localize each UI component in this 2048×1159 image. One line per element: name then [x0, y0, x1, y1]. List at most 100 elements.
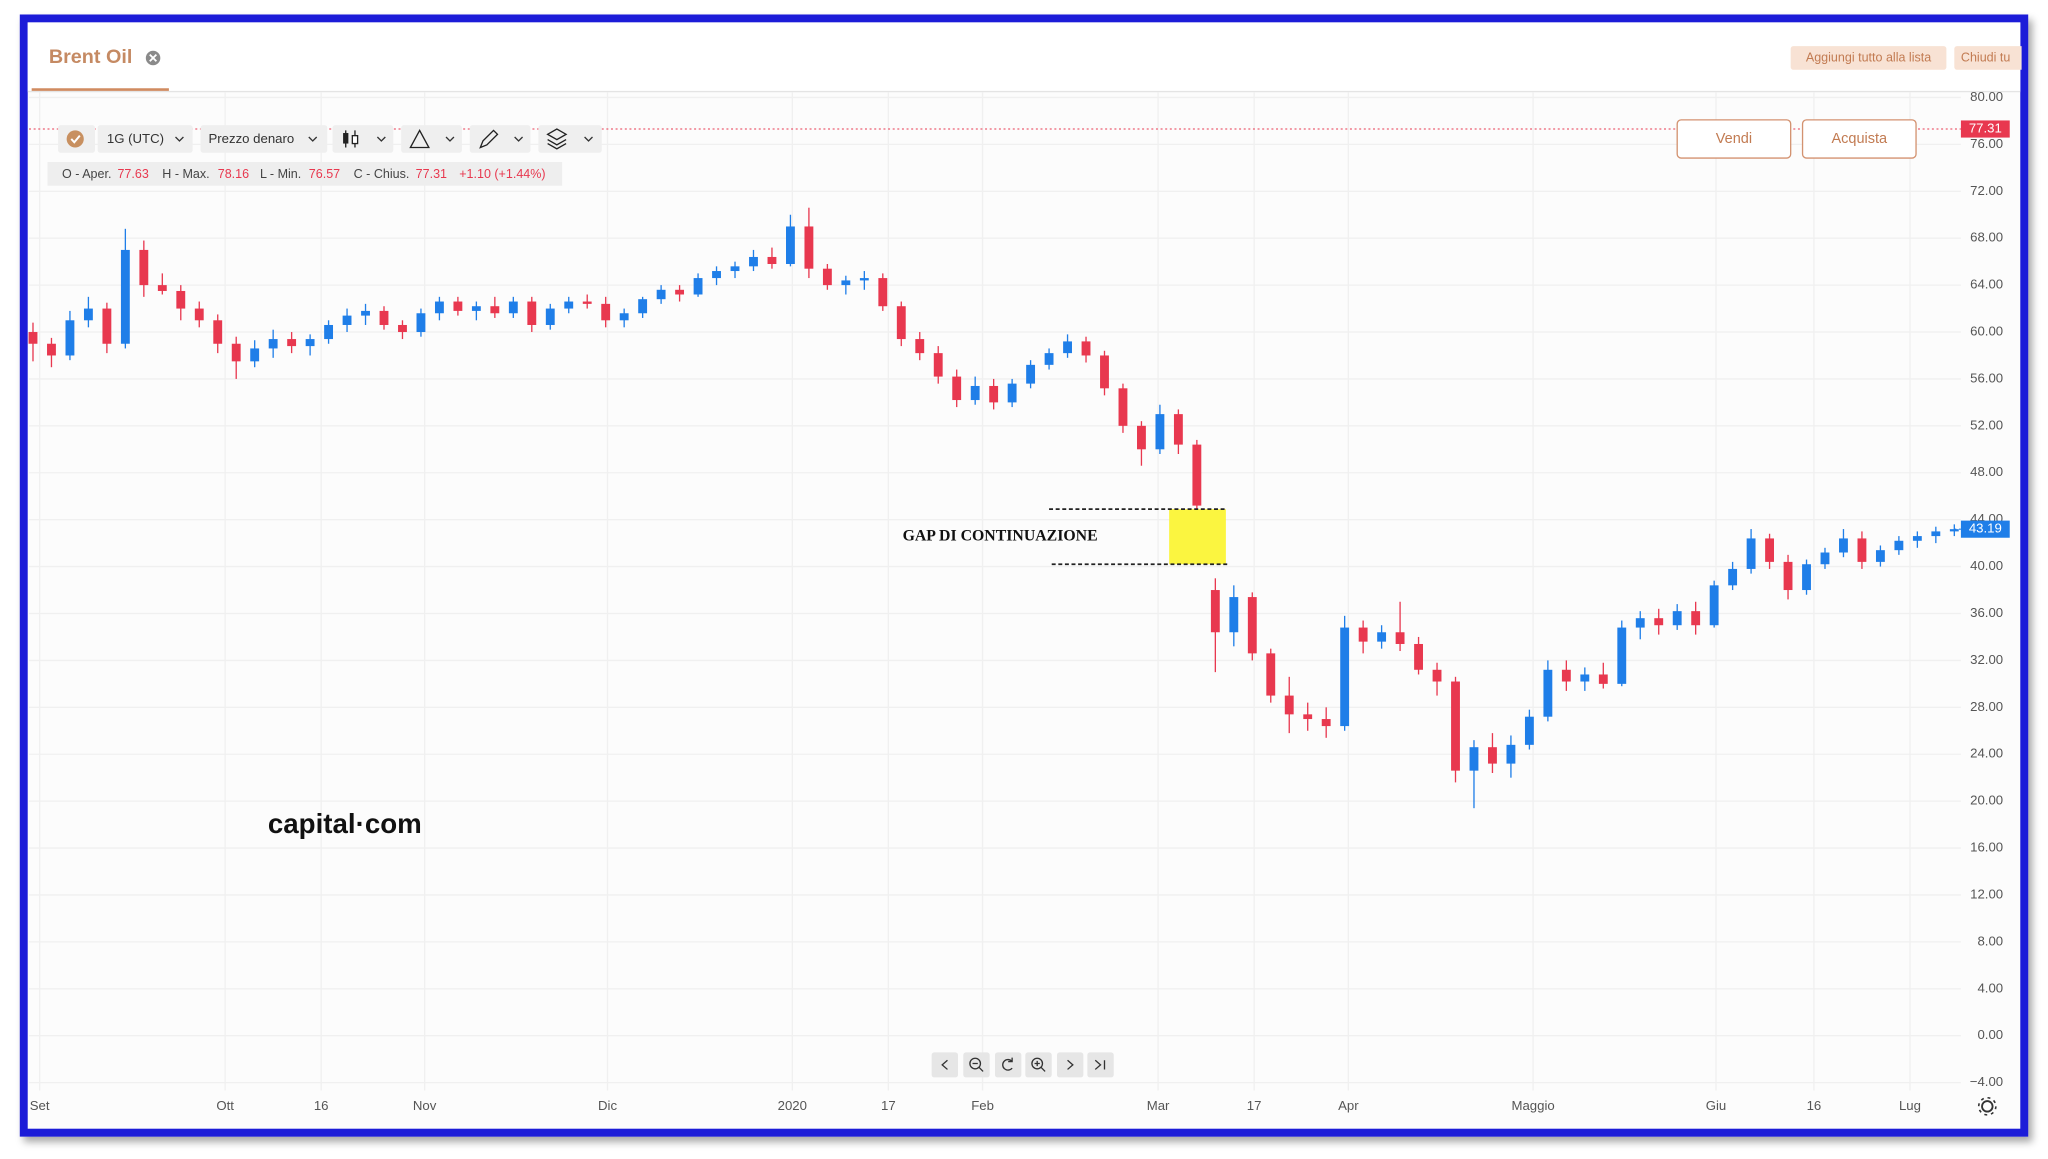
ohlc-legend: O - Aper. 77.63 H - Max. 78.16 L - Min. 76.57… — [62, 167, 546, 181]
y-tick-label: 4.00 — [1977, 980, 2003, 995]
candle-body — [527, 301, 537, 325]
y-tick-label: 48.00 — [1970, 464, 2003, 479]
interval-button[interactable] — [97, 125, 193, 153]
candle-body — [619, 313, 629, 321]
y-tick-label: −4.00 — [1970, 1074, 2003, 1089]
candle-body — [785, 226, 795, 264]
y-tick-label: 52.00 — [1970, 417, 2003, 432]
chevron — [175, 136, 184, 142]
candle-body — [490, 306, 500, 314]
window-frame — [19, 14, 2029, 1137]
candle-body — [305, 339, 315, 347]
price-type-button[interactable] — [200, 125, 328, 153]
layers-icon — [546, 128, 568, 150]
candle-body — [1081, 341, 1091, 356]
reset-button[interactable] — [994, 1052, 1022, 1078]
candle-body — [1931, 531, 1941, 537]
legend-value: 77.31 — [416, 167, 447, 181]
header-bar — [27, 22, 2021, 91]
interval-label[interactable]: 1G (UTC) — [107, 131, 164, 146]
candle-body — [1543, 669, 1553, 717]
candle-body — [1026, 364, 1036, 384]
candle-body — [933, 353, 943, 377]
close-all-button[interactable] — [1954, 46, 2033, 70]
candle-body — [952, 376, 962, 401]
candle-body — [1598, 674, 1608, 684]
candle-icon — [351, 134, 359, 145]
close-all-label[interactable]: Chiudi tu — [1961, 50, 2010, 64]
buy-button[interactable] — [1801, 119, 1917, 159]
gap-label: GAP DI CONTINUAZIONE — [903, 527, 1098, 544]
y-tick-label: 76.00 — [1970, 136, 2003, 151]
price-tag — [1960, 120, 2010, 138]
icon — [969, 1057, 982, 1070]
candle-body — [878, 278, 888, 307]
candle-body — [1303, 714, 1313, 720]
buy-label[interactable]: Acquista — [1831, 131, 1888, 147]
candle-body — [287, 339, 297, 347]
close-tab-icon[interactable] — [145, 50, 161, 66]
icon — [1031, 1057, 1044, 1070]
y-tick-label: 40.00 — [1970, 558, 2003, 573]
y-tick-label: 36.00 — [1970, 605, 2003, 620]
x-tick-label: 16 — [314, 1098, 329, 1113]
candle-body — [1635, 618, 1645, 628]
candle-body — [453, 301, 463, 311]
candle-body — [139, 249, 149, 286]
candle-body — [120, 249, 130, 344]
candle-body — [1894, 540, 1904, 551]
candle-body — [1912, 536, 1922, 541]
candle-body — [324, 324, 334, 340]
candle-body — [1063, 341, 1072, 354]
watermark: capital·com — [268, 808, 422, 839]
candle-body — [1709, 585, 1719, 626]
icon — [972, 1062, 984, 1072]
status-icon[interactable] — [66, 130, 84, 148]
scroll-right-button[interactable] — [1056, 1052, 1084, 1078]
candle-body — [361, 310, 370, 316]
price-type-label[interactable]: Prezzo denaro — [208, 131, 294, 146]
y-tick-label: 64.00 — [1970, 277, 2003, 292]
candle-body — [730, 266, 740, 272]
candle-body — [213, 320, 223, 344]
candle-body — [434, 301, 444, 314]
settings-icon[interactable] — [1977, 1096, 1997, 1116]
add-all-button[interactable] — [1790, 46, 1947, 70]
candle-body — [1506, 744, 1516, 764]
candle-body — [1137, 425, 1146, 450]
candle-body — [1746, 538, 1756, 569]
scroll-left-button[interactable] — [931, 1052, 959, 1078]
legend-label: O - Aper. — [62, 167, 111, 181]
chart-type-button[interactable] — [332, 125, 394, 153]
sell-label[interactable]: Vendi — [1716, 131, 1752, 147]
layers-button[interactable] — [538, 125, 602, 153]
chart-navigation — [931, 1052, 1114, 1078]
zoom-out-button[interactable] — [963, 1052, 990, 1078]
candle-body — [1765, 538, 1775, 562]
indicators-button[interactable] — [401, 125, 462, 153]
pencil-icon — [479, 129, 499, 149]
x-tick-label: Nov — [413, 1098, 437, 1113]
zoom-in-button[interactable] — [1025, 1052, 1052, 1078]
candle-body — [268, 339, 278, 349]
candle-body — [398, 324, 407, 333]
y-tick-label: 24.00 — [1970, 746, 2003, 761]
candle-body — [841, 280, 851, 286]
x-tick-label: 17 — [881, 1098, 896, 1113]
legend-change: +1.10 (+1.44%) — [459, 167, 545, 181]
add-all-label[interactable]: Aggiungi tutto alla lista — [1806, 50, 1931, 64]
x-tick-label: Giu — [1706, 1098, 1727, 1113]
candle-body — [915, 339, 925, 354]
sell-button[interactable] — [1676, 119, 1792, 159]
candle-body — [545, 308, 555, 325]
candle-body — [1875, 550, 1885, 562]
candle-body — [157, 285, 167, 291]
candle-body — [1802, 564, 1811, 591]
legend-label: C - Chius. — [354, 167, 410, 181]
candle-body — [1617, 627, 1627, 684]
x-tick-label: Set — [30, 1098, 50, 1113]
instrument-tab[interactable]: Brent Oil — [49, 46, 133, 68]
last-price-tag — [1960, 520, 2010, 538]
candle-body — [1783, 561, 1793, 591]
toolbar: 1G (UTC) Prezzo denaro — [58, 125, 602, 153]
